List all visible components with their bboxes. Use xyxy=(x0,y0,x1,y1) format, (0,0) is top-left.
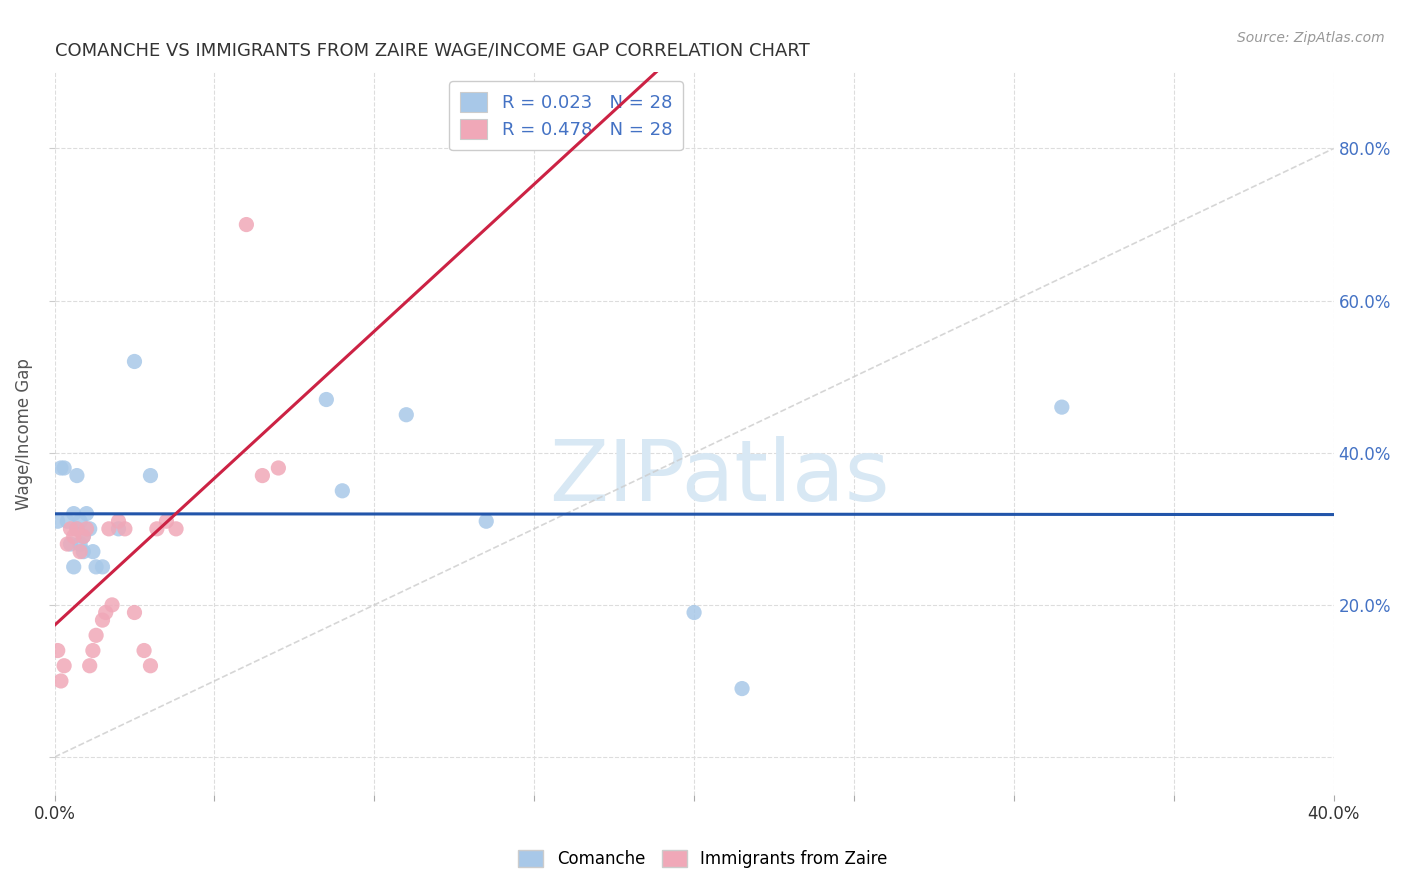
Point xyxy=(165,522,187,536)
Point xyxy=(79,658,101,673)
Point xyxy=(76,522,98,536)
Point xyxy=(66,522,89,536)
Point xyxy=(132,643,155,657)
Point xyxy=(72,529,94,543)
Point xyxy=(84,628,107,642)
Point xyxy=(94,606,117,620)
Point xyxy=(59,537,82,551)
Point xyxy=(79,522,101,536)
Point xyxy=(46,514,69,528)
Point xyxy=(72,544,94,558)
Point xyxy=(62,559,84,574)
Point xyxy=(53,658,76,673)
Point xyxy=(146,522,169,536)
Point xyxy=(124,354,146,368)
Point xyxy=(66,468,89,483)
Point xyxy=(107,522,129,536)
Point xyxy=(97,522,120,536)
Point xyxy=(82,544,104,558)
Point xyxy=(252,468,274,483)
Point xyxy=(62,507,84,521)
Point xyxy=(56,537,79,551)
Point xyxy=(49,673,72,688)
Point xyxy=(91,613,114,627)
Point xyxy=(84,559,107,574)
Point xyxy=(155,514,177,528)
Point xyxy=(267,461,290,475)
Point xyxy=(69,544,91,558)
Point xyxy=(53,461,76,475)
Text: COMANCHE VS IMMIGRANTS FROM ZAIRE WAGE/INCOME GAP CORRELATION CHART: COMANCHE VS IMMIGRANTS FROM ZAIRE WAGE/I… xyxy=(55,42,810,60)
Point xyxy=(82,643,104,657)
Text: ZIPatlas: ZIPatlas xyxy=(550,435,890,518)
Legend: Comanche, Immigrants from Zaire: Comanche, Immigrants from Zaire xyxy=(512,843,894,875)
Point xyxy=(49,461,72,475)
Point xyxy=(124,606,146,620)
Point xyxy=(72,529,94,543)
Point xyxy=(69,537,91,551)
Point xyxy=(62,529,84,543)
Point xyxy=(1050,400,1073,414)
Point xyxy=(683,606,706,620)
Text: Source: ZipAtlas.com: Source: ZipAtlas.com xyxy=(1237,31,1385,45)
Point xyxy=(66,522,89,536)
Point xyxy=(107,514,129,528)
Point xyxy=(731,681,754,696)
Point xyxy=(76,507,98,521)
Point xyxy=(330,483,353,498)
Point xyxy=(475,514,498,528)
Point xyxy=(46,643,69,657)
Point xyxy=(235,218,257,232)
Point xyxy=(395,408,418,422)
Y-axis label: Wage/Income Gap: Wage/Income Gap xyxy=(15,358,32,509)
Point xyxy=(91,559,114,574)
Point xyxy=(139,468,162,483)
Point xyxy=(101,598,124,612)
Point xyxy=(315,392,337,407)
Point xyxy=(69,514,91,528)
Point xyxy=(139,658,162,673)
Point xyxy=(59,522,82,536)
Legend: R = 0.023   N = 28, R = 0.478   N = 28: R = 0.023 N = 28, R = 0.478 N = 28 xyxy=(450,81,683,150)
Point xyxy=(114,522,136,536)
Point xyxy=(56,514,79,528)
